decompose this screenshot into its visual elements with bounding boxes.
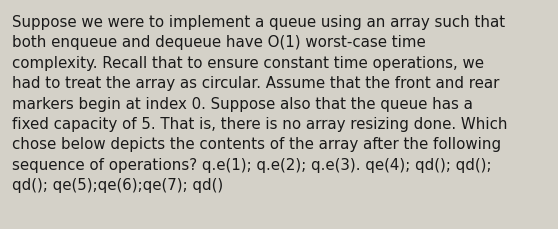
Text: Suppose we were to implement a queue using an array such that
both enqueue and d: Suppose we were to implement a queue usi… <box>12 15 507 192</box>
